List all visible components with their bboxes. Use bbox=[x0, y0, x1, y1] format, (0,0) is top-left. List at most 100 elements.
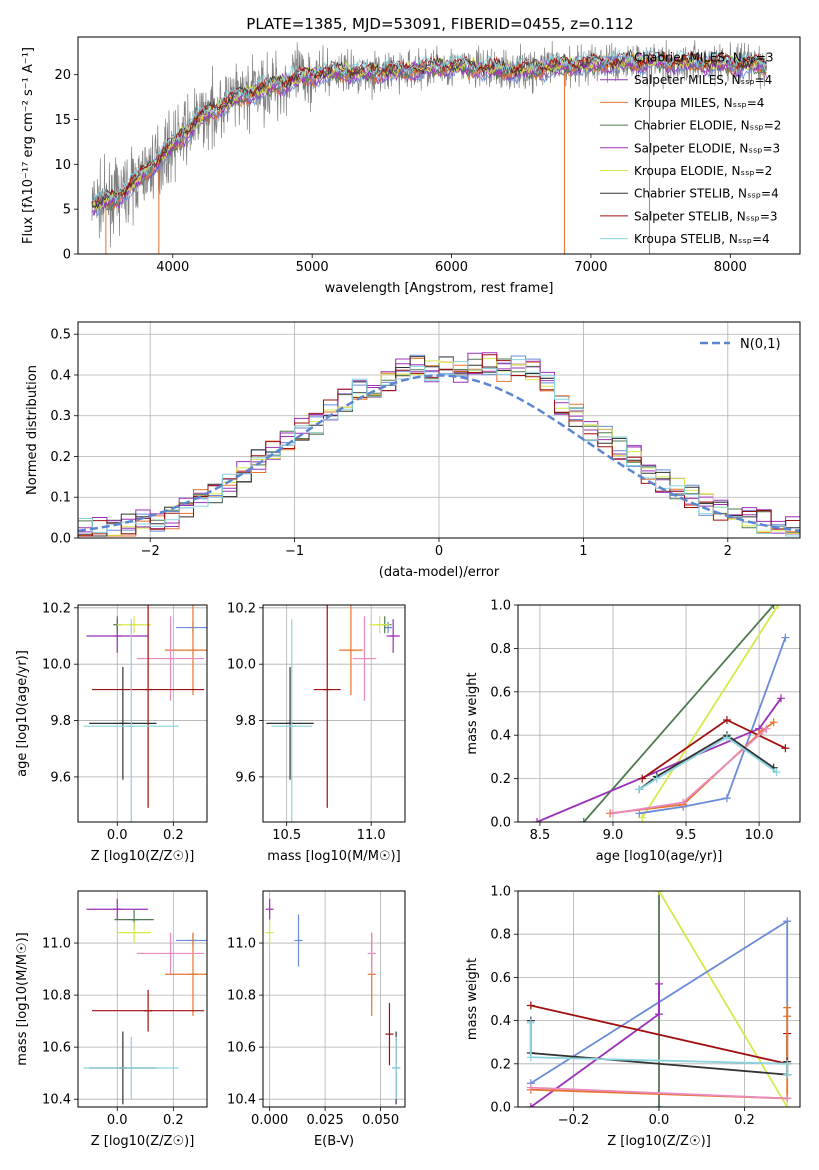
plot-area bbox=[266, 605, 400, 822]
mass-weight-point-marker bbox=[652, 774, 661, 783]
plot-area bbox=[83, 898, 207, 1105]
x-axis-label: Z [log10(Z/Z☉)] bbox=[91, 1134, 195, 1149]
mass-weight-point-marker bbox=[774, 605, 783, 609]
x-axis-label: Z [log10(Z/Z☉)] bbox=[607, 1134, 711, 1149]
y-tick-label: 15 bbox=[54, 113, 71, 128]
y-tick-label: 0.2 bbox=[490, 772, 511, 787]
legend: N(0,1) bbox=[700, 337, 781, 352]
y-tick-label: 10.4 bbox=[227, 1093, 256, 1108]
mass-weight-point-marker bbox=[783, 1012, 792, 1021]
legend-entry: Salpeter STELIB, Nₛₛₚ=3 bbox=[634, 209, 778, 223]
y-tick-label: 11.0 bbox=[42, 937, 71, 952]
mass-weight-point-marker bbox=[783, 1070, 792, 1079]
y-axis-label: Normed distribution bbox=[25, 365, 40, 495]
x-tick-label: 6000 bbox=[435, 260, 468, 275]
y-tick-label: 0 bbox=[63, 248, 71, 263]
axes-frame bbox=[77, 321, 801, 539]
mass-weight-series-line bbox=[658, 891, 788, 1107]
mass-weight-point-marker bbox=[722, 716, 731, 725]
x-tick-label: 1 bbox=[579, 544, 587, 559]
x-axis-label: (data-model)/error bbox=[379, 565, 500, 580]
x-tick-label: −2 bbox=[141, 544, 160, 559]
y-tick-label: 11.0 bbox=[227, 937, 256, 952]
figure-title: PLATE=1385, MJD=53091, FIBERID=0455, z=0… bbox=[246, 15, 633, 33]
y-tick-label: 1.0 bbox=[490, 599, 511, 614]
x-tick-label: 0.0 bbox=[649, 1113, 670, 1128]
mass-weight-point-marker bbox=[526, 1018, 535, 1027]
mass-weight-point-marker bbox=[781, 633, 790, 642]
mass-weight-point-marker bbox=[532, 818, 541, 822]
legend: Chabrier MILES, Nₛₛₚ=3 Salpeter MILES, Nₛ… bbox=[600, 51, 781, 246]
x-tick-label: 9.0 bbox=[603, 828, 624, 843]
panel-age_vs_Z: 0.0 0.2 9.6 9.8 10.0 10.2 Z [log10(Z/Z☉)] age [… bbox=[15, 601, 208, 864]
y-tick-label: 0.0 bbox=[50, 532, 71, 547]
mass-weight-series-line bbox=[641, 605, 779, 819]
y-tick-label: 10.0 bbox=[227, 658, 256, 673]
x-tick-label: 11.0 bbox=[357, 828, 386, 843]
x-tick-label: 0.000 bbox=[251, 1113, 288, 1128]
mass-weight-point-marker bbox=[655, 1010, 663, 1019]
y-tick-label: 0.1 bbox=[50, 491, 71, 506]
y-axis-label: Flux [fλ10⁻¹⁷ erg cm⁻² s⁻¹ A⁻¹] bbox=[21, 47, 36, 244]
y-tick-label: 0.2 bbox=[50, 450, 71, 465]
y-tick-label: 20 bbox=[54, 68, 71, 83]
plot-area bbox=[78, 352, 800, 537]
mass-weight-series-line bbox=[583, 605, 775, 822]
mass-weight-point-marker bbox=[655, 979, 663, 988]
mass-weight-point-marker bbox=[769, 605, 778, 609]
y-tick-label: 0.0 bbox=[490, 1101, 511, 1116]
axes-frame bbox=[517, 890, 801, 1108]
y-tick-label: 9.8 bbox=[50, 714, 71, 729]
mass-weight-point-marker bbox=[783, 1103, 792, 1107]
axes-frame bbox=[77, 890, 208, 1108]
x-tick-label: −1 bbox=[285, 544, 304, 559]
legend-entry: Chabrier ELODIE, Nₛₛₚ=2 bbox=[634, 119, 781, 133]
mass-weight-point-marker bbox=[655, 1103, 663, 1107]
y-tick-label: 10.8 bbox=[227, 989, 256, 1004]
x-axis-label: wavelength [Angstrom, rest frame] bbox=[325, 281, 554, 296]
mass-weight-point-marker bbox=[783, 1003, 792, 1012]
y-tick-label: 5 bbox=[63, 203, 71, 218]
panel-spectrum: 4000 5000 6000 7000 8000 0 5 10 15 20 wavelength [… bbox=[21, 36, 801, 296]
y-tick-label: 10.4 bbox=[42, 1093, 71, 1108]
x-tick-label: 0.2 bbox=[163, 1113, 184, 1128]
legend-entry: Chabrier MILES, Nₛₛₚ=3 bbox=[634, 51, 774, 65]
plot-area bbox=[91, 40, 767, 254]
y-tick-label: 0.4 bbox=[490, 1014, 511, 1029]
x-tick-label: −0.2 bbox=[558, 1113, 590, 1128]
axes-frame bbox=[262, 890, 406, 1108]
x-axis-label: mass [log10(M/M☉)] bbox=[267, 849, 400, 864]
y-tick-label: 0.0 bbox=[490, 816, 511, 831]
x-tick-label: 0.050 bbox=[362, 1113, 399, 1128]
y-tick-label: 9.8 bbox=[235, 714, 256, 729]
plot-area bbox=[83, 605, 207, 822]
mass-weight-series-line bbox=[530, 1086, 788, 1100]
legend-entry: Salpeter MILES, Nₛₛₚ=4 bbox=[634, 73, 772, 87]
plot-area bbox=[532, 605, 790, 822]
y-tick-label: 1.0 bbox=[490, 885, 511, 900]
axes-frame bbox=[262, 604, 406, 823]
mass-weight-series-line bbox=[638, 734, 775, 791]
mass-weight-point-marker bbox=[781, 744, 790, 753]
panel-massweight_vs_Z: −0.2 0.0 0.2 0.0 0.2 0.4 0.6 0.8 1.0 Z [log10(Z/Z… bbox=[465, 885, 801, 1149]
mass-weight-point-marker bbox=[772, 768, 781, 777]
axes-frame bbox=[77, 36, 801, 255]
legend-entry: Kroupa MILES, Nₛₛₚ=4 bbox=[634, 96, 764, 110]
model-spectrum-line bbox=[91, 49, 767, 202]
x-axis-label: E(B-V) bbox=[314, 1134, 354, 1149]
y-axis-label: mass [log10(M/M☉)] bbox=[15, 932, 30, 1065]
x-axis-label: Z [log10(Z/Z☉)] bbox=[91, 849, 195, 864]
y-axis-label: mass weight bbox=[465, 672, 480, 754]
model-spectrum-line bbox=[91, 50, 767, 204]
mass-weight-series-line bbox=[536, 697, 782, 822]
x-tick-label: 8000 bbox=[714, 260, 747, 275]
panel-mass_vs_ebv: 0.000 0.025 0.050 10.4 10.6 10.8 11.0 E(B-V) bbox=[227, 890, 406, 1149]
x-tick-label: 0.2 bbox=[163, 828, 184, 843]
legend-entry: N(0,1) bbox=[740, 337, 781, 352]
y-tick-label: 0.8 bbox=[490, 928, 511, 943]
mass-weight-point-marker bbox=[526, 1001, 535, 1010]
y-tick-label: 0.4 bbox=[490, 729, 511, 744]
mass-weight-point-marker bbox=[526, 1103, 535, 1107]
mass-weight-point-marker bbox=[722, 794, 731, 803]
